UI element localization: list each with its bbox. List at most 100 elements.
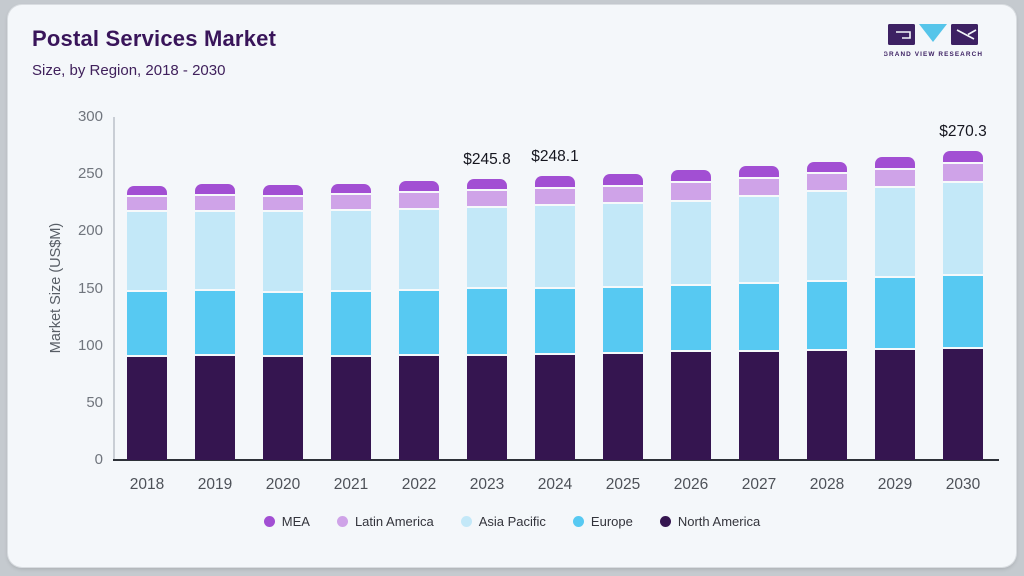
page-subtitle: Size, by Region, 2018 - 2030 (32, 62, 226, 79)
bar-segment-europe (739, 283, 779, 352)
legend-color-dot (572, 516, 584, 527)
chart-legend: MEA Latin America Asia Pacific Europe North … (0, 514, 1024, 529)
bar-segment-europe (943, 275, 983, 349)
bar-segment-latin-america (603, 187, 643, 205)
x-tick-label: 2018 (129, 476, 165, 493)
bar-2018 (127, 185, 167, 460)
bar-segment-asia-pacific (127, 212, 167, 293)
bar-2020 (263, 185, 303, 460)
y-tick-label: 0 (94, 451, 103, 468)
bar-2028 (807, 162, 847, 460)
x-tick-label: 2030 (945, 476, 981, 493)
bar-segment-latin-america (399, 193, 439, 211)
legend-item-asia-pacific: Asia Pacific (460, 514, 546, 529)
bar-segment-north-america (875, 349, 915, 460)
bar-segment-mea (399, 181, 439, 194)
x-tick-label: 2025 (605, 476, 641, 493)
bar-segment-europe (535, 288, 575, 356)
legend-item-north-america: North America (659, 514, 761, 529)
bar-segment-asia-pacific (603, 204, 643, 288)
logo-text: GRAND VIEW RESEARCH (884, 51, 983, 58)
bar-segment-europe (331, 291, 371, 358)
legend-label: MEA (281, 514, 310, 529)
y-tick-label: 100 (77, 336, 103, 354)
bar-2030 (943, 150, 983, 460)
bar-segment-asia-pacific (331, 211, 371, 292)
bar-2025 (603, 173, 643, 460)
legend-color-dot (336, 516, 348, 527)
bar-segment-mea (875, 157, 915, 170)
bar-segment-mea (127, 185, 167, 198)
bar-segment-latin-america (331, 194, 371, 212)
bar-segment-europe (807, 281, 847, 352)
bar-segment-mea (739, 166, 779, 180)
legend-label: Asia Pacific (478, 514, 546, 529)
legend-color-dot (263, 516, 275, 527)
legend-label: Europe (590, 514, 633, 529)
bar-2019 (195, 183, 235, 460)
bar-segment-latin-america (875, 169, 915, 188)
y-tick-label: 150 (77, 279, 103, 297)
legend-item-mea: MEA (263, 514, 310, 529)
x-tick-label: 2024 (537, 476, 573, 493)
bar-segment-latin-america (943, 163, 983, 183)
y-tick-label: 200 (77, 222, 103, 240)
legend-color-dot (460, 516, 472, 527)
bar-segment-mea (263, 185, 303, 198)
bar-segment-north-america (331, 357, 371, 460)
legend-label: North America (677, 514, 761, 529)
bar-2026 (671, 170, 711, 460)
bar-segment-north-america (671, 352, 711, 460)
bar-segment-mea (331, 183, 371, 195)
bar-segment-mea (195, 183, 235, 197)
bar-segment-asia-pacific (671, 201, 711, 286)
bar-segment-europe (399, 290, 439, 357)
bar-segment-asia-pacific (263, 212, 303, 294)
legend-item-europe: Europe (572, 514, 633, 529)
bar-segment-europe (875, 277, 915, 350)
value-label-2030: $270.3 (939, 122, 987, 140)
bar-segment-europe (127, 292, 167, 358)
chart-card (8, 5, 1016, 567)
x-tick-label: 2028 (809, 476, 845, 493)
bar-segment-asia-pacific (807, 192, 847, 282)
bar-segment-europe (195, 291, 235, 356)
bar-2021 (331, 183, 371, 460)
x-tick-label: 2023 (469, 476, 505, 493)
legend-color-dot (659, 516, 671, 527)
y-axis-line (113, 117, 115, 460)
x-tick-label: 2029 (877, 476, 913, 493)
bar-segment-north-america (603, 354, 643, 460)
bar-segment-north-america (807, 351, 847, 460)
bar-segment-latin-america (263, 197, 303, 213)
bar-segment-north-america (127, 357, 167, 460)
y-tick-label: 300 (77, 108, 103, 125)
bar-segment-latin-america (807, 174, 847, 193)
bar-segment-latin-america (739, 179, 779, 198)
grand-view-research-logo: GRAND VIEW RESEARCH (884, 24, 983, 58)
bar-segment-europe (263, 293, 303, 358)
value-label-2024: $248.1 (531, 148, 579, 166)
x-tick-label: 2026 (673, 476, 709, 493)
legend-label: Latin America (354, 514, 434, 529)
bar-segment-asia-pacific (467, 207, 507, 290)
x-tick-label: 2020 (265, 476, 301, 493)
bar-segment-latin-america (195, 196, 235, 212)
bar-segment-mea (467, 178, 507, 192)
bar-2024 (535, 176, 575, 460)
bar-segment-mea (671, 170, 711, 183)
bar-segment-north-america (535, 355, 575, 460)
bar-segment-europe (671, 285, 711, 353)
bar-segment-asia-pacific (195, 211, 235, 292)
bar-segment-north-america (467, 355, 507, 460)
value-label-2023: $245.8 (463, 150, 511, 168)
bar-segment-north-america (399, 356, 439, 460)
bar-segment-north-america (943, 348, 983, 460)
x-tick-label: 2021 (333, 476, 369, 493)
bar-segment-north-america (739, 351, 779, 460)
bar-2027 (739, 166, 779, 460)
bar-segment-latin-america (467, 191, 507, 208)
bar-segment-mea (535, 176, 575, 189)
x-tick-label: 2027 (741, 476, 777, 493)
